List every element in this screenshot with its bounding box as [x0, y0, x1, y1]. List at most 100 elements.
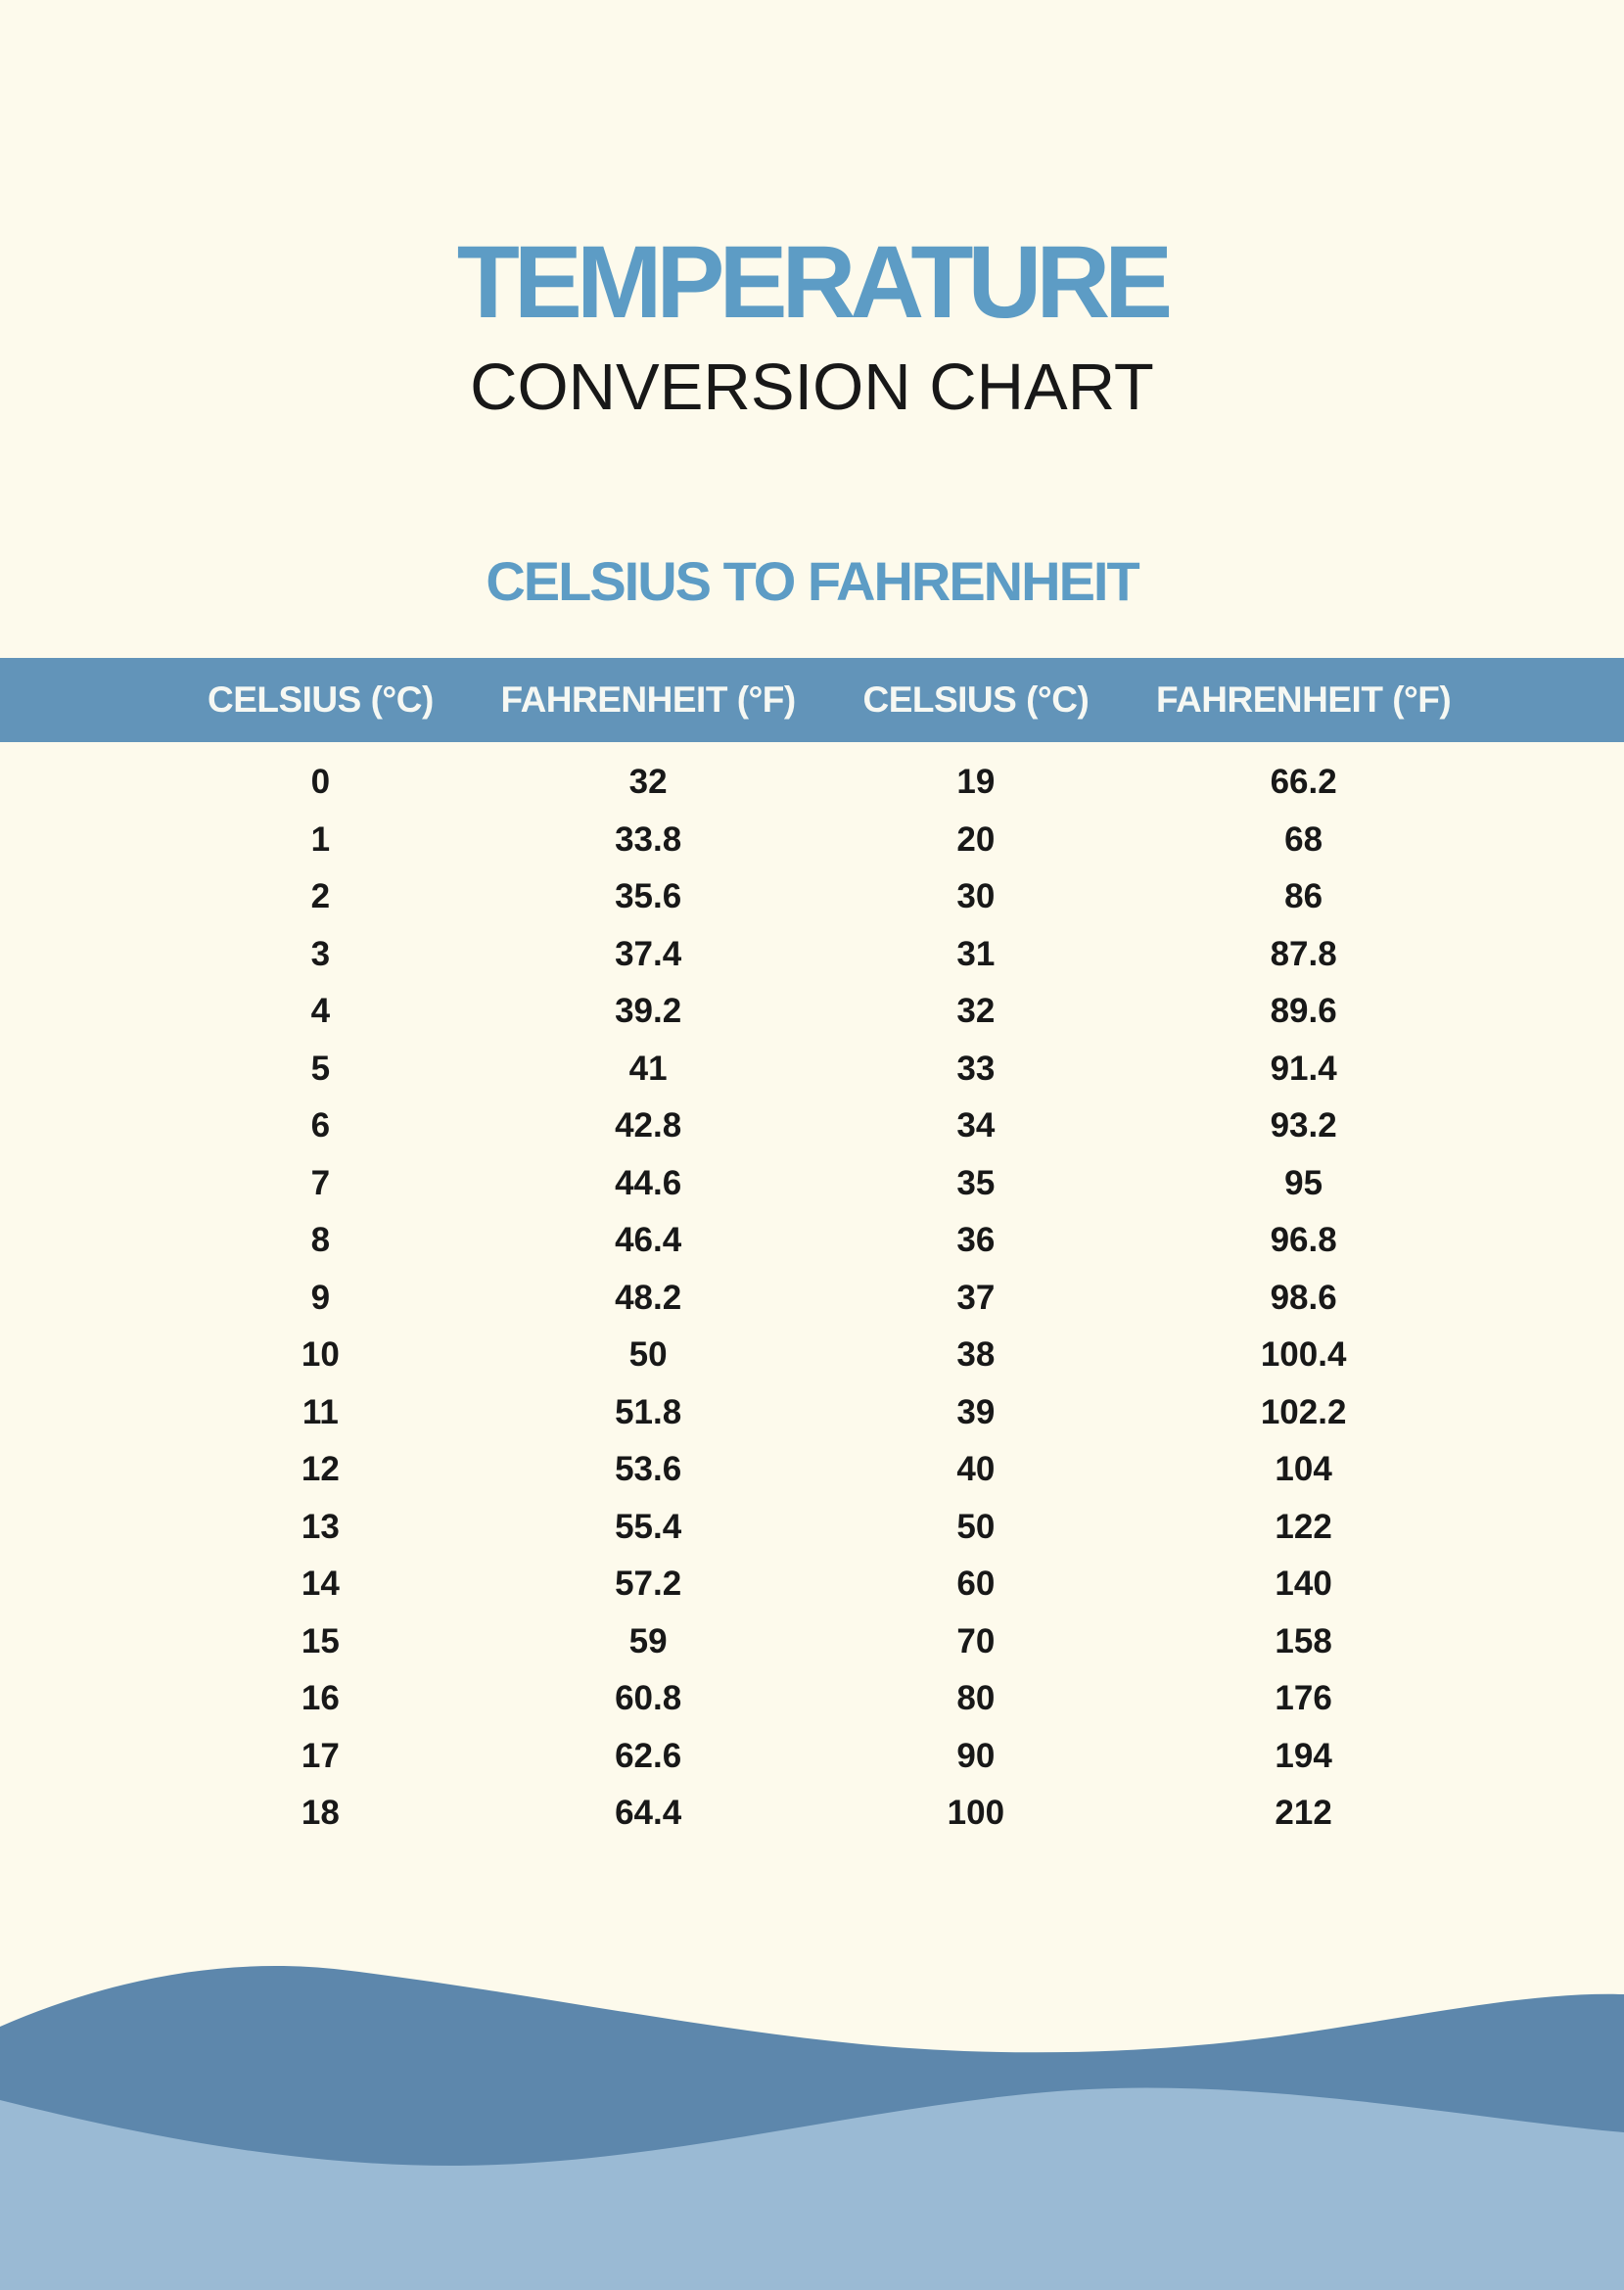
fahrenheit-value-left: 53.6 [615, 1450, 682, 1489]
celsius-value-right: 50 [956, 1507, 996, 1546]
celsius-value-right: 38 [956, 1335, 996, 1375]
celsius-value-right: 31 [956, 934, 996, 973]
fahrenheit-value-right: 104 [1275, 1450, 1332, 1489]
celsius-value-left: 9 [310, 1278, 331, 1317]
table-row: 15 59 70 158 [0, 1613, 1624, 1671]
celsius-value-left: 17 [301, 1736, 340, 1775]
table-row: 9 48.2 37 98.6 [0, 1270, 1624, 1328]
table-row: 10 50 38 100.4 [0, 1327, 1624, 1384]
column-header-celsius-right: CELSIUS (°C) [862, 679, 1090, 720]
celsius-value-left: 7 [310, 1163, 331, 1202]
fahrenheit-value-right: 89.6 [1270, 992, 1337, 1031]
fahrenheit-value-right: 95 [1284, 1163, 1323, 1202]
fahrenheit-value-right: 91.4 [1270, 1049, 1337, 1088]
page-title: TEMPERATURE [456, 225, 1173, 340]
table-row: 6 42.8 34 93.2 [0, 1098, 1624, 1155]
page-subtitle: CONVERSION CHART [470, 351, 1154, 424]
fahrenheit-value-right: 102.2 [1260, 1392, 1347, 1431]
fahrenheit-value-right: 140 [1275, 1565, 1332, 1604]
table-row: 8 46.4 36 96.8 [0, 1212, 1624, 1270]
celsius-value-right: 35 [956, 1163, 996, 1202]
fahrenheit-value-left: 62.6 [615, 1736, 682, 1775]
table-row: 16 60.8 80 176 [0, 1670, 1624, 1728]
fahrenheit-value-right: 176 [1275, 1679, 1332, 1718]
celsius-value-right: 40 [956, 1450, 996, 1489]
celsius-value-left: 18 [301, 1794, 340, 1833]
celsius-value-right: 39 [956, 1392, 996, 1431]
celsius-value-right: 30 [956, 877, 996, 916]
fahrenheit-value-left: 32 [628, 763, 668, 802]
fahrenheit-value-right: 86 [1284, 877, 1323, 916]
column-header-celsius-left: CELSIUS (°C) [207, 679, 434, 720]
celsius-value-left: 11 [302, 1392, 339, 1431]
fahrenheit-value-left: 51.8 [615, 1392, 682, 1431]
conversion-table-body: 0 32 19 66.2 1 33.8 20 68 2 35.6 30 86 3… [0, 754, 1624, 1843]
fahrenheit-value-left: 35.6 [615, 877, 682, 916]
column-header-fahrenheit-left: FAHRENHEIT (°F) [500, 679, 797, 720]
table-row: 3 37.4 31 87.8 [0, 926, 1624, 984]
celsius-value-left: 10 [301, 1335, 340, 1375]
fahrenheit-value-left: 50 [628, 1335, 668, 1375]
fahrenheit-value-left: 42.8 [615, 1106, 682, 1145]
table-row: 18 64.4 100 212 [0, 1785, 1624, 1843]
celsius-value-left: 1 [310, 819, 331, 859]
celsius-value-right: 90 [956, 1736, 996, 1775]
fahrenheit-value-right: 194 [1275, 1736, 1332, 1775]
table-row: 11 51.8 39 102.2 [0, 1384, 1624, 1442]
fahrenheit-value-left: 55.4 [615, 1507, 682, 1546]
table-row: 1 33.8 20 68 [0, 812, 1624, 869]
celsius-value-right: 34 [956, 1106, 996, 1145]
table-header-row: CELSIUS (°C) FAHRENHEIT (°F) CELSIUS (°C… [0, 658, 1624, 742]
table-row: 17 62.6 90 194 [0, 1728, 1624, 1786]
table-row: 5 41 33 91.4 [0, 1041, 1624, 1098]
celsius-value-right: 20 [956, 819, 996, 859]
celsius-value-right: 19 [956, 763, 996, 802]
fahrenheit-value-left: 33.8 [615, 819, 682, 859]
table-row: 14 57.2 60 140 [0, 1556, 1624, 1613]
wave-light-shape [0, 2087, 1624, 2290]
fahrenheit-value-left: 59 [628, 1621, 668, 1660]
table-row: 13 55.4 50 122 [0, 1499, 1624, 1557]
footer-wave-decoration [0, 1966, 1624, 2290]
celsius-value-left: 0 [310, 763, 331, 802]
column-header-fahrenheit-right: FAHRENHEIT (°F) [1156, 679, 1452, 720]
celsius-value-left: 15 [301, 1621, 340, 1660]
fahrenheit-value-right: 212 [1275, 1794, 1332, 1833]
fahrenheit-value-left: 60.8 [615, 1679, 682, 1718]
fahrenheit-value-right: 66.2 [1270, 763, 1337, 802]
celsius-value-left: 13 [301, 1507, 340, 1546]
celsius-value-left: 4 [310, 992, 331, 1031]
table-row: 12 53.6 40 104 [0, 1441, 1624, 1499]
table-row: 4 39.2 32 89.6 [0, 983, 1624, 1041]
fahrenheit-value-left: 48.2 [615, 1278, 682, 1317]
fahrenheit-value-right: 122 [1275, 1507, 1332, 1546]
celsius-value-right: 36 [956, 1221, 996, 1260]
fahrenheit-value-right: 96.8 [1270, 1221, 1337, 1260]
celsius-value-right: 33 [956, 1049, 996, 1088]
fahrenheit-value-right: 158 [1275, 1621, 1332, 1660]
celsius-value-right: 100 [947, 1794, 1005, 1833]
celsius-value-right: 32 [956, 992, 996, 1031]
fahrenheit-value-right: 87.8 [1270, 934, 1337, 973]
fahrenheit-value-left: 44.6 [615, 1163, 682, 1202]
fahrenheit-value-left: 57.2 [615, 1565, 682, 1604]
celsius-value-left: 5 [310, 1049, 331, 1088]
fahrenheit-value-left: 37.4 [615, 934, 682, 973]
celsius-value-left: 14 [301, 1565, 340, 1604]
celsius-value-left: 12 [301, 1450, 340, 1489]
table-row: 0 32 19 66.2 [0, 754, 1624, 812]
fahrenheit-value-left: 39.2 [615, 992, 682, 1031]
celsius-value-left: 16 [301, 1679, 340, 1718]
celsius-value-left: 6 [310, 1106, 331, 1145]
celsius-value-left: 2 [310, 877, 331, 916]
fahrenheit-value-left: 41 [628, 1049, 668, 1088]
section-heading: CELSIUS TO FAHRENHEIT [486, 550, 1139, 612]
fahrenheit-value-left: 64.4 [615, 1794, 682, 1833]
fahrenheit-value-left: 46.4 [615, 1221, 682, 1260]
celsius-value-right: 80 [956, 1679, 996, 1718]
fahrenheit-value-right: 93.2 [1270, 1106, 1337, 1145]
celsius-value-left: 8 [310, 1221, 331, 1260]
fahrenheit-value-right: 98.6 [1270, 1278, 1337, 1317]
celsius-value-left: 3 [310, 934, 331, 973]
